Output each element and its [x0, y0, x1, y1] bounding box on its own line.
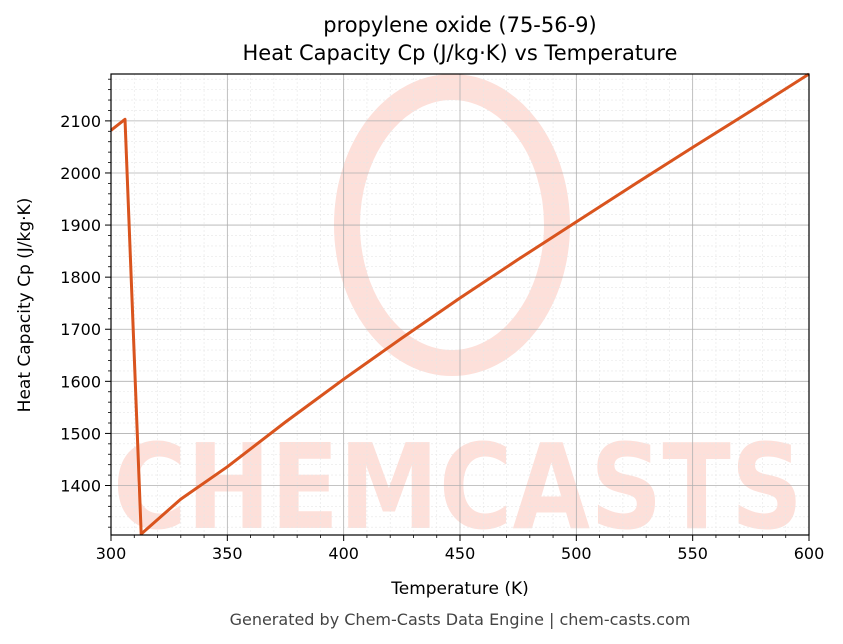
x-tick-label: 350	[212, 544, 243, 563]
x-tick-label: 550	[677, 544, 708, 563]
y-tick-label: 1500	[60, 424, 101, 443]
x-tick-label: 600	[794, 544, 825, 563]
x-axis: 300 350 400 450 500 550 600	[96, 535, 825, 563]
watermark: CHEMCASTS	[113, 74, 803, 556]
chart-subtitle: Heat Capacity Cp (J/kg·K) vs Temperature	[243, 41, 678, 65]
y-axis: 1400 1500 1600 1700 1800 1900 2000 2100	[60, 78, 111, 528]
watermark-text: CHEMCASTS	[113, 418, 803, 556]
x-axis-label: Temperature (K)	[390, 579, 529, 599]
x-tick-label: 450	[445, 544, 476, 563]
x-tick-label: 300	[96, 544, 127, 563]
y-tick-label: 1600	[60, 372, 101, 391]
major-grid	[110, 74, 810, 535]
y-tick-label: 2100	[60, 112, 101, 131]
series-line	[110, 72, 810, 536]
y-tick-label: 1800	[60, 268, 101, 287]
chart-title: propylene oxide (75-56-9)	[323, 13, 597, 37]
y-axis-label: Heat Capacity Cp (J/kg·K)	[15, 198, 35, 413]
y-tick-label: 1700	[60, 320, 101, 339]
y-tick-label: 1900	[60, 216, 101, 235]
y-tick-label: 2000	[60, 164, 101, 183]
x-tick-label: 400	[328, 544, 359, 563]
y-tick-label: 1400	[60, 477, 101, 496]
x-tick-label: 500	[561, 544, 592, 563]
footer-credit: Generated by Chem-Casts Data Engine | ch…	[230, 610, 691, 629]
